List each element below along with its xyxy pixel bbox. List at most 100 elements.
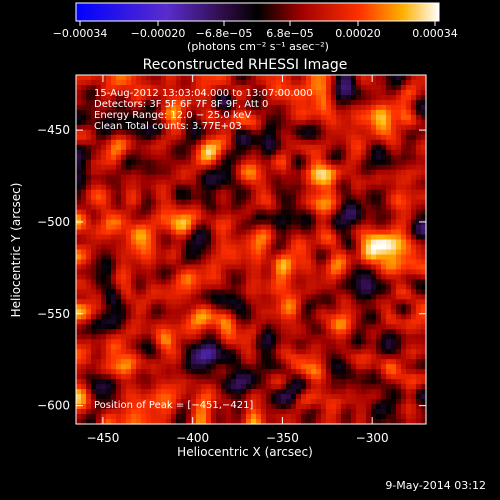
heatmap-cell [191,169,197,176]
heatmap-cell [311,349,317,355]
heatmap-cell [231,259,237,266]
heatmap-cell [136,399,142,405]
heatmap-cell [276,99,282,106]
heatmap-cell [356,269,362,276]
heatmap-cell [171,274,177,281]
heatmap-cell [236,289,242,295]
heatmap-cell [201,129,207,136]
heatmap-cell [351,224,357,231]
heatmap-cell [226,134,232,141]
heatmap-cell [336,419,342,425]
heatmap-cell [391,319,397,325]
heatmap-cell [396,279,402,285]
heatmap-cell [326,304,332,310]
heatmap-cell [386,224,392,231]
heatmap-cell [196,329,202,335]
heatmap-cell [376,149,382,156]
heatmap-cell [161,114,167,121]
heatmap-cell [221,179,227,186]
heatmap-cell [291,319,297,325]
heatmap-cell [251,194,257,201]
heatmap-cell [171,194,177,201]
heatmap-cell [261,274,267,281]
heatmap-cell [286,319,292,325]
heatmap-cell [106,274,112,281]
heatmap-cell [326,149,332,156]
heatmap-cell [191,264,197,271]
heatmap-cell [401,144,407,151]
heatmap-cell [276,409,282,415]
heatmap-cell [271,159,277,166]
heatmap-cell [246,249,252,256]
heatmap-cell [256,369,262,375]
heatmap-cell [76,309,82,315]
heatmap-cell [321,259,327,266]
heatmap-cell [251,329,257,335]
heatmap-cell [386,244,392,251]
heatmap-cell [401,304,407,310]
heatmap-cell [331,229,337,236]
heatmap-cell [76,354,82,360]
heatmap-cell [186,139,192,146]
heatmap-cell [191,229,197,236]
heatmap-cell [111,374,117,380]
heatmap-cell [151,354,157,360]
heatmap-cell [101,409,107,415]
heatmap-cell [251,239,257,246]
heatmap-cell [146,314,152,320]
heatmap-cell [291,84,297,91]
heatmap-cell [161,174,167,181]
heatmap-cell [376,89,382,96]
heatmap-cell [86,199,92,206]
heatmap-cell [366,84,372,91]
heatmap-cell [171,129,177,136]
heatmap-cell [401,329,407,335]
heatmap-cell [76,154,82,161]
heatmap-cell [226,364,232,370]
heatmap-cell [416,334,422,340]
heatmap-cell [366,94,372,101]
heatmap-cell [356,334,362,340]
heatmap-cell [346,349,352,355]
heatmap-cell [131,75,137,81]
heatmap-cell [121,189,127,196]
heatmap-cell [111,79,117,86]
heatmap-cell [116,249,122,256]
heatmap-cell [266,184,272,191]
heatmap-cell [236,134,242,141]
heatmap-cell [146,249,152,256]
heatmap-cell [206,114,212,121]
heatmap-cell [276,79,282,86]
heatmap-cell [366,214,372,221]
heatmap-cell [356,224,362,231]
heatmap-cell [141,129,147,136]
heatmap-cell [341,369,347,375]
heatmap-cell [331,84,337,91]
heatmap-cell [101,199,107,206]
heatmap-cell [421,109,427,116]
heatmap-cell [226,129,232,136]
heatmap-cell [311,269,317,276]
heatmap-cell [281,119,287,126]
heatmap-cell [321,84,327,91]
heatmap-cell [81,259,87,266]
heatmap-cell [106,324,112,330]
heatmap-cell [201,259,207,266]
heatmap-cell [251,299,257,305]
heatmap-cell [151,339,157,345]
heatmap-cell [196,129,202,136]
heatmap-cell [361,264,367,271]
heatmap-cell [216,344,222,350]
heatmap-cell [236,94,242,101]
heatmap-cell [261,269,267,276]
heatmap-cell [211,339,217,345]
heatmap-cell [101,349,107,355]
heatmap-cell [411,304,417,310]
heatmap-cell [326,414,332,420]
heatmap-cell [216,194,222,201]
heatmap-cell [301,134,307,141]
heatmap-cell [251,219,257,226]
heatmap-cell [76,114,82,121]
heatmap-cell [141,399,147,405]
heatmap-cell [371,379,377,385]
